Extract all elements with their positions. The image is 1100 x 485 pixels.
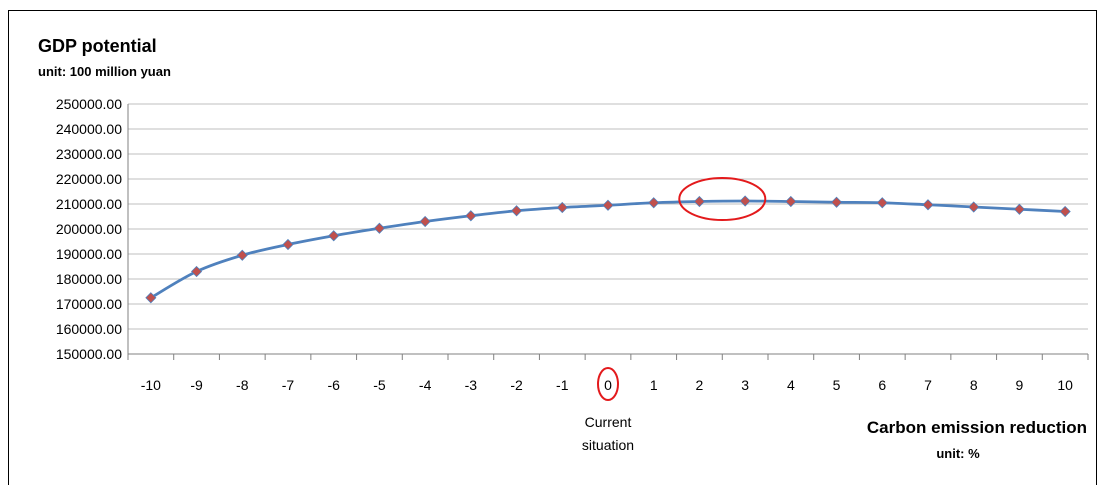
y-tick-label: 200000.00 bbox=[56, 221, 122, 237]
x-axis-label: Carbon emission reduction bbox=[867, 418, 1087, 437]
x-tick-label: 7 bbox=[924, 377, 932, 393]
x-tick-label: -4 bbox=[419, 377, 432, 393]
series-markers bbox=[145, 195, 1071, 304]
annotation-current-line1: Current bbox=[585, 414, 632, 430]
data-point bbox=[419, 215, 431, 228]
y-tick-label: 170000.00 bbox=[56, 296, 122, 312]
data-point bbox=[465, 210, 477, 222]
x-tick-label: -9 bbox=[190, 377, 203, 393]
chart-title: GDP potential bbox=[38, 36, 157, 56]
x-tick-label: -7 bbox=[282, 377, 295, 393]
highlight-ellipse-current bbox=[597, 367, 619, 401]
x-tick-label: -6 bbox=[327, 377, 340, 393]
x-tick-label: 2 bbox=[696, 377, 704, 393]
x-tick-label: 1 bbox=[650, 377, 658, 393]
y-tick-label: 160000.00 bbox=[56, 321, 122, 337]
x-tick-label: 3 bbox=[741, 377, 749, 393]
x-tick-label: 0 bbox=[604, 377, 612, 393]
data-point bbox=[1013, 203, 1025, 215]
x-axis-unit: unit: % bbox=[936, 446, 980, 461]
data-point bbox=[511, 205, 523, 217]
data-point bbox=[1059, 205, 1071, 218]
x-tick-label: -2 bbox=[510, 377, 523, 393]
x-tick-label: -1 bbox=[556, 377, 569, 393]
data-point bbox=[556, 201, 568, 214]
y-tick-label: 210000.00 bbox=[56, 196, 122, 212]
data-point bbox=[922, 199, 934, 211]
x-tick-label: 8 bbox=[970, 377, 978, 393]
data-point bbox=[693, 195, 705, 208]
y-axis-unit: unit: 100 million yuan bbox=[38, 64, 171, 79]
y-tick-label: 220000.00 bbox=[56, 171, 122, 187]
data-point bbox=[328, 230, 340, 242]
y-tick-label: 180000.00 bbox=[56, 271, 122, 287]
data-point bbox=[876, 197, 888, 209]
x-tick-label: 9 bbox=[1016, 377, 1024, 393]
x-tick-label: 10 bbox=[1057, 377, 1073, 393]
highlight-ellipses bbox=[597, 177, 767, 401]
data-point bbox=[648, 197, 660, 209]
x-tick-label: -3 bbox=[465, 377, 478, 393]
gridlines bbox=[128, 103, 1088, 355]
y-tick-label: 190000.00 bbox=[56, 246, 122, 262]
chart-frame bbox=[8, 10, 1097, 485]
x-tick-label: 6 bbox=[878, 377, 886, 393]
data-point bbox=[373, 222, 385, 234]
data-point bbox=[282, 238, 294, 251]
y-axis-ticks: 150000.00 160000.00 170000.00 180000.00 1900… bbox=[56, 96, 122, 362]
axes bbox=[127, 104, 1089, 360]
data-point bbox=[191, 265, 203, 278]
x-tick-label: 4 bbox=[787, 377, 795, 393]
data-point bbox=[968, 201, 980, 213]
x-tick-label: -10 bbox=[141, 377, 161, 393]
data-point bbox=[236, 249, 248, 261]
x-tick-label: -5 bbox=[373, 377, 386, 393]
y-tick-label: 250000.00 bbox=[56, 96, 122, 112]
y-tick-label: 230000.00 bbox=[56, 146, 122, 162]
y-tick-label: 240000.00 bbox=[56, 121, 122, 137]
x-tick-label: -8 bbox=[236, 377, 249, 393]
data-point bbox=[785, 195, 797, 208]
data-point bbox=[739, 195, 751, 207]
data-point bbox=[831, 196, 843, 208]
data-point bbox=[602, 199, 614, 211]
data-point bbox=[145, 292, 157, 304]
highlight-ellipse-peak bbox=[678, 177, 767, 221]
x-tick-label: 5 bbox=[833, 377, 841, 393]
y-tick-label: 150000.00 bbox=[56, 346, 122, 362]
annotation-current-line2: situation bbox=[582, 437, 634, 453]
x-axis-ticks: -10 -9 -8 -7 -6 -5 -4 -3 -2 -1 0 1 2 3 4 5 6 7 8 9 10 bbox=[141, 377, 1073, 393]
